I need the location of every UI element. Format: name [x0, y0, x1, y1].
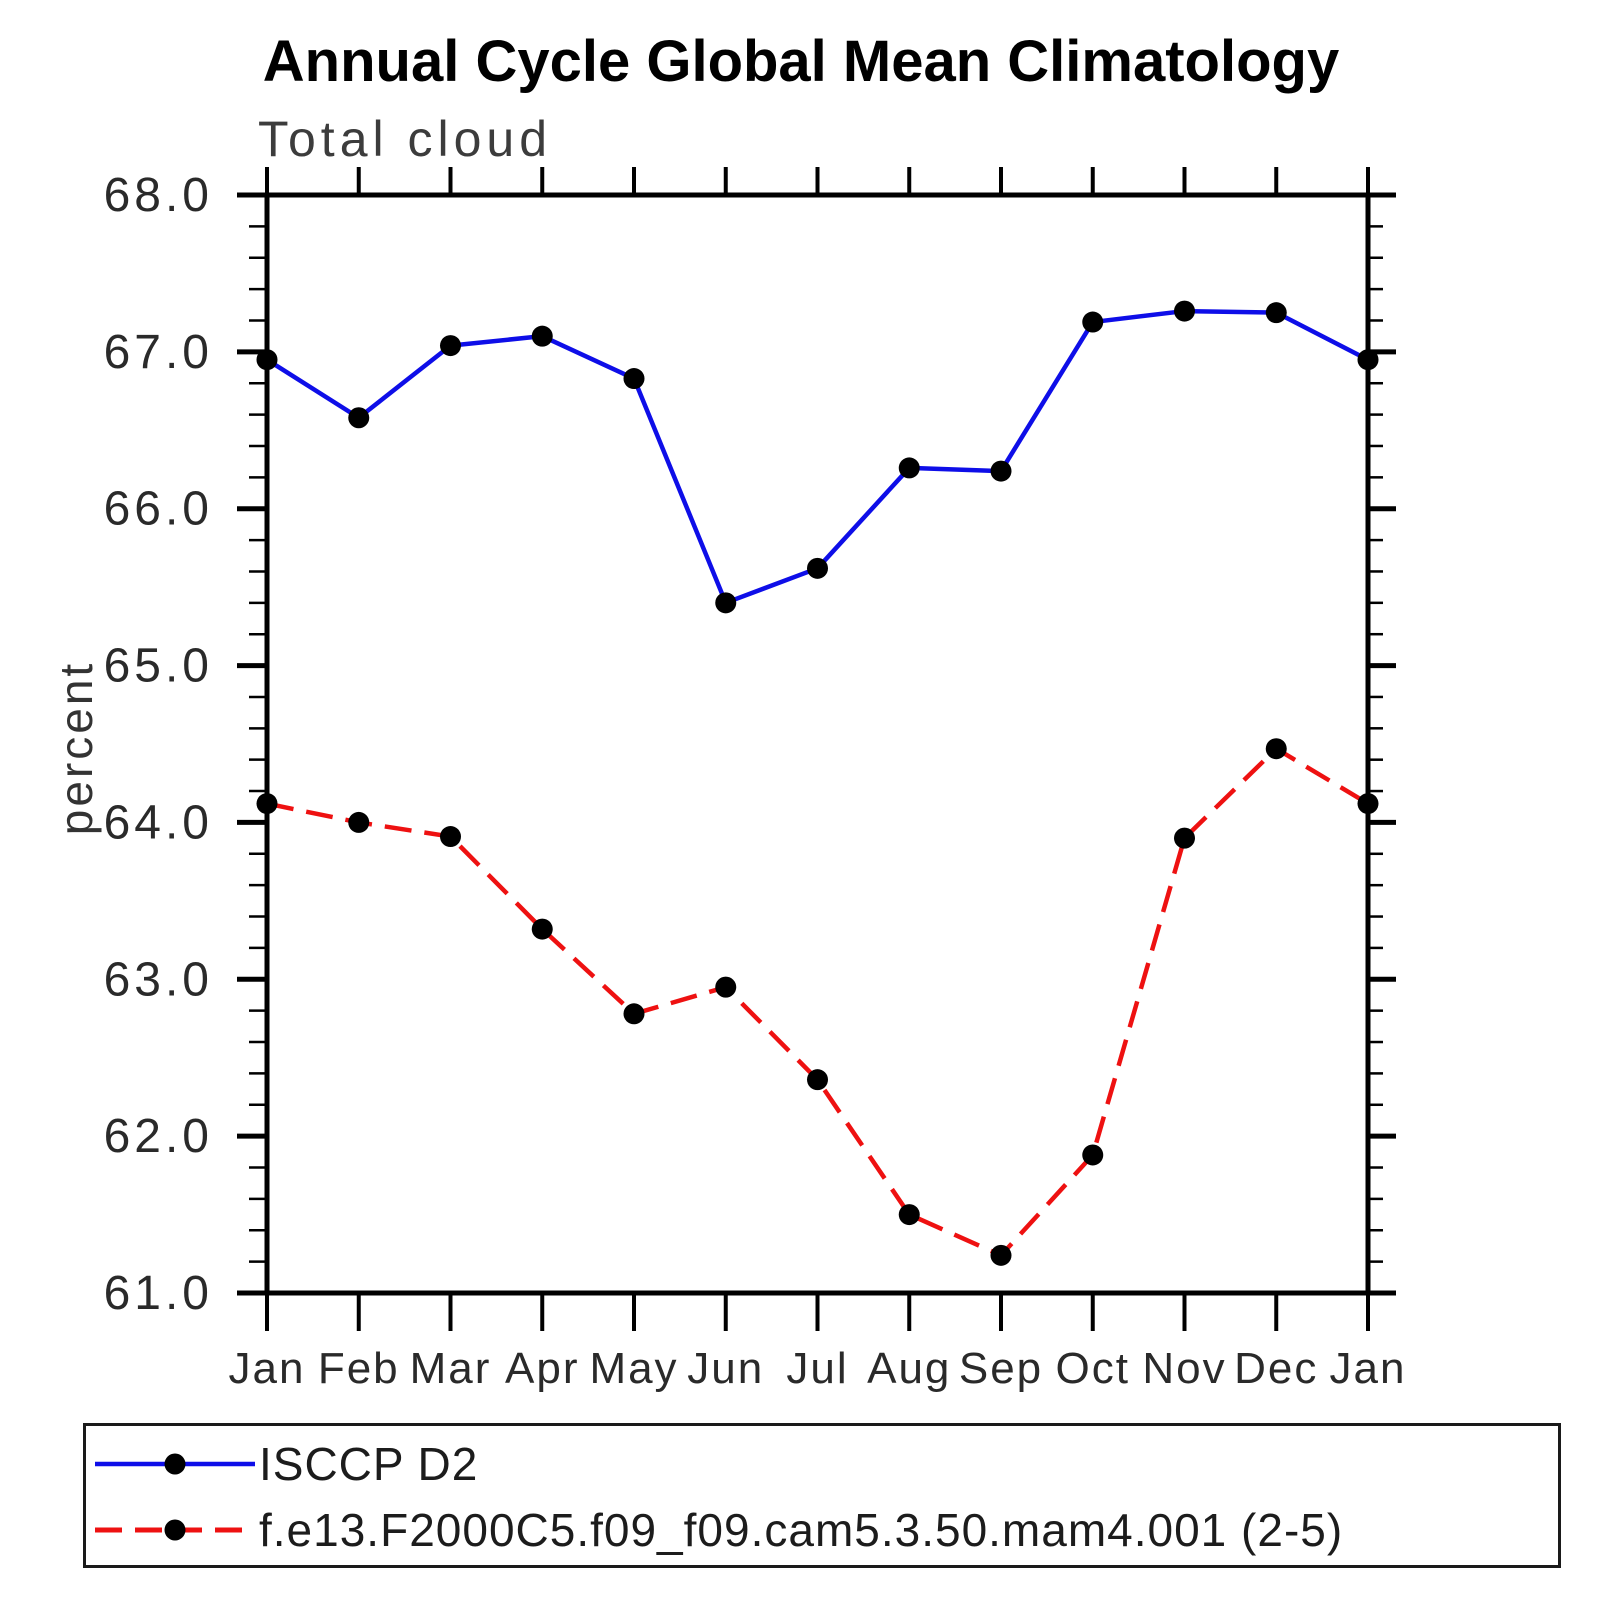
data-point-marker	[440, 826, 461, 848]
data-point-marker	[1082, 1144, 1104, 1166]
y-tick-label: 67.0	[104, 326, 213, 379]
data-point-marker	[531, 325, 553, 347]
y-tick-label: 68.0	[104, 169, 213, 222]
series-line-1	[266, 746, 1370, 1258]
data-point-marker	[898, 1204, 920, 1226]
legend: ISCCP D2 f.e13.F2000C5.f09_f09.cam5.3.50…	[83, 1423, 1561, 1568]
y-tick-label: 61.0	[104, 1267, 213, 1320]
x-tick-label: Jun	[687, 1344, 764, 1393]
x-tick-label: Jul	[786, 1344, 848, 1393]
data-point-marker	[1265, 302, 1287, 324]
x-tick-label: Aug	[867, 1344, 951, 1393]
data-point-marker	[623, 368, 645, 390]
data-point-marker	[990, 460, 1012, 482]
data-point-marker	[623, 1003, 645, 1025]
legend-item-model: f.e13.F2000C5.f09_f09.cam5.3.50.mam4.001…	[91, 1504, 1343, 1556]
data-point-marker	[807, 1069, 828, 1091]
data-point-marker	[256, 793, 278, 815]
data-point-marker	[348, 407, 370, 429]
y-tick-label: 64.0	[104, 796, 213, 849]
chart-subtitle: Total cloud	[258, 111, 553, 167]
data-point-marker	[807, 557, 828, 579]
data-point-marker	[1082, 311, 1104, 333]
y-tick-label: 62.0	[104, 1110, 213, 1163]
x-tick-label: Feb	[318, 1344, 400, 1393]
data-point-marker	[1265, 738, 1287, 760]
data-point-marker	[990, 1244, 1012, 1266]
x-tick-label: Jan	[1330, 1344, 1407, 1393]
data-point-marker	[348, 811, 370, 833]
data-point-marker	[256, 349, 278, 371]
legend-label-isccp: ISCCP D2	[259, 1438, 479, 1490]
legend-item-isccp: ISCCP D2	[91, 1438, 478, 1490]
x-tick-label: Dec	[1234, 1344, 1318, 1393]
data-point-marker	[1174, 827, 1195, 849]
data-point-marker	[715, 592, 737, 614]
data-point-marker	[1357, 793, 1379, 815]
data-point-marker	[531, 918, 553, 940]
data-point-marker	[1357, 349, 1379, 371]
x-tick-label: May	[589, 1344, 678, 1393]
x-tick-label: Apr	[505, 1344, 579, 1393]
x-tick-label: Nov	[1142, 1344, 1226, 1393]
y-tick-label: 63.0	[104, 953, 213, 1006]
data-point-marker	[440, 335, 461, 357]
data-point-marker	[1174, 300, 1195, 322]
y-tick-label: 66.0	[104, 483, 213, 536]
x-tick-label: Oct	[1056, 1344, 1130, 1393]
legend-label-model: f.e13.F2000C5.f09_f09.cam5.3.50.mam4.001…	[259, 1504, 1344, 1556]
x-tick-label: Jan	[229, 1344, 306, 1393]
x-tick-label: Sep	[959, 1344, 1043, 1393]
data-point-marker	[898, 457, 920, 479]
legend-swatch-dashed-line	[95, 1519, 255, 1541]
chart-title: Annual Cycle Global Mean Climatology	[262, 29, 1340, 94]
legend-swatch-solid-line	[95, 1453, 255, 1475]
x-tick-label: Mar	[410, 1344, 492, 1393]
y-tick-label: 65.0	[104, 640, 213, 693]
data-point-marker	[715, 976, 737, 998]
